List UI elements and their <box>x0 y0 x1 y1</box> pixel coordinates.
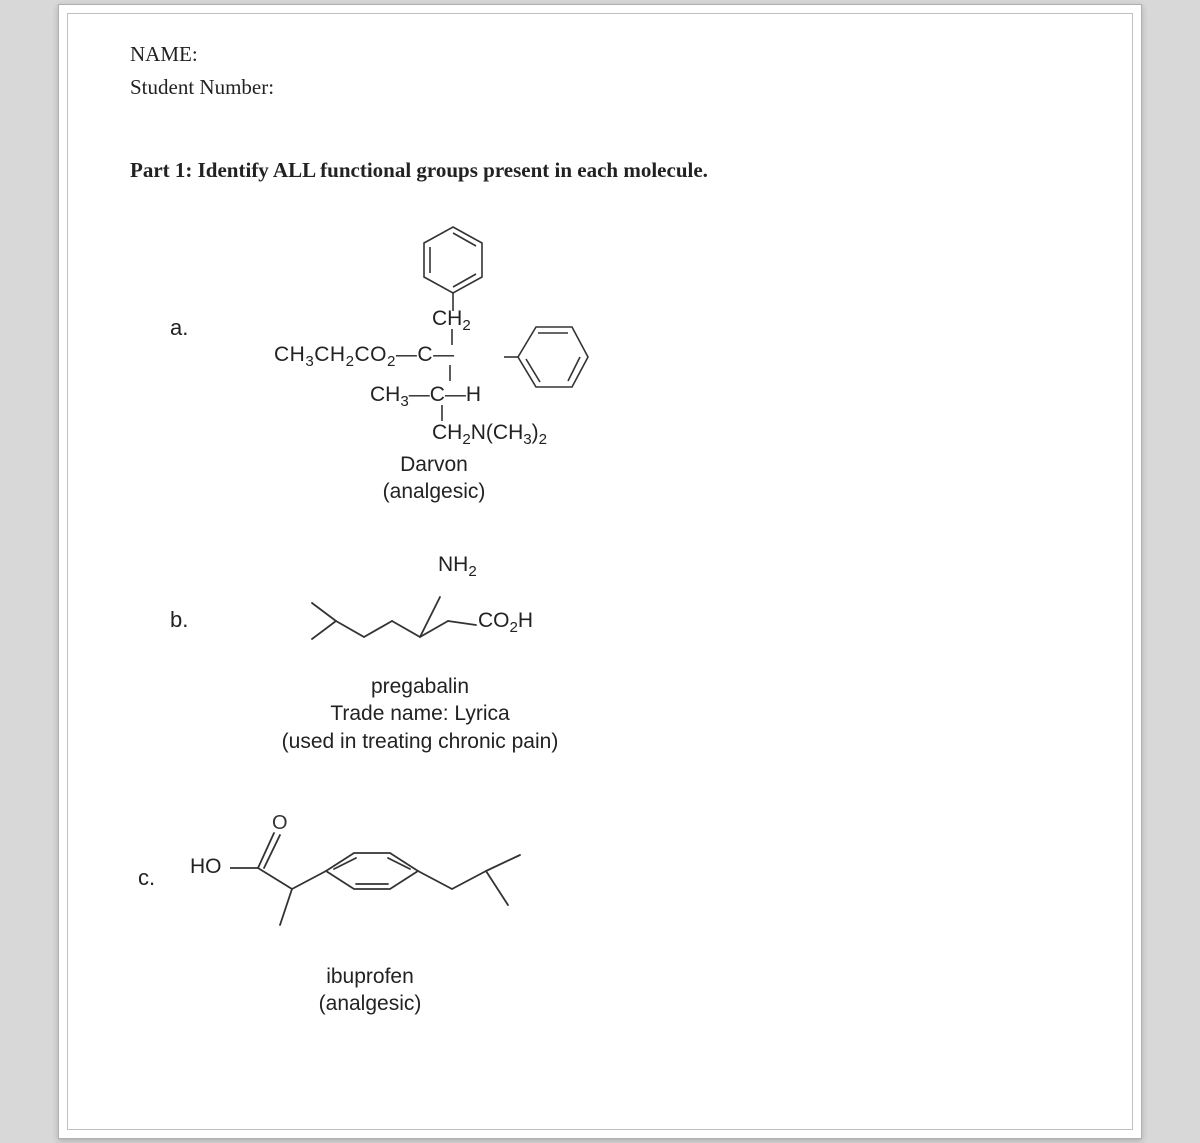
ibuprofen-skeletal-icon: O <box>230 813 570 943</box>
methyl-ch-label: CH3—C—H <box>370 383 481 407</box>
name-label: NAME: <box>130 42 1070 67</box>
amine-chain-label: CH2N(CH3)2 <box>432 421 547 445</box>
ho-label: HO <box>190 855 222 879</box>
student-number-label: Student Number: <box>130 75 1070 100</box>
ester-chain-label: CH3CH2CO2—C— <box>274 343 455 367</box>
label-c: c. <box>138 865 155 891</box>
structure-a: CH2 CH3CH2CO2—C— <box>220 223 620 493</box>
phenyl-ring-icon <box>418 223 488 313</box>
document-content: NAME: Student Number: Part 1: Identify A… <box>68 14 1132 1041</box>
svg-text:O: O <box>272 813 288 834</box>
ch2-label: CH2 <box>432 307 471 331</box>
caption-a: Darvon (analgesic) <box>354 451 514 506</box>
question-b: b. NH2 <box>130 553 1070 753</box>
structure-b: NH2 <box>220 553 620 753</box>
label-a: a. <box>170 315 188 341</box>
caption-b: pregabalin Trade name: Lyrica (used in t… <box>230 673 610 755</box>
question-c: c. HO O <box>130 813 1070 1013</box>
caption-c: ibuprofen (analgesic) <box>280 963 460 1018</box>
page-outer: NAME: Student Number: Part 1: Identify A… <box>58 4 1142 1139</box>
phenyl-ring-icon <box>504 321 590 393</box>
co2h-label: CO2H <box>478 609 533 633</box>
label-b: b. <box>170 607 188 633</box>
page-inner: NAME: Student Number: Part 1: Identify A… <box>67 13 1133 1130</box>
part-title: Part 1: Identify ALL functional groups p… <box>130 158 1070 183</box>
structure-c: HO O <box>170 813 590 1013</box>
nh2-label: NH2 <box>438 553 477 577</box>
question-a: a. <box>130 223 1070 493</box>
